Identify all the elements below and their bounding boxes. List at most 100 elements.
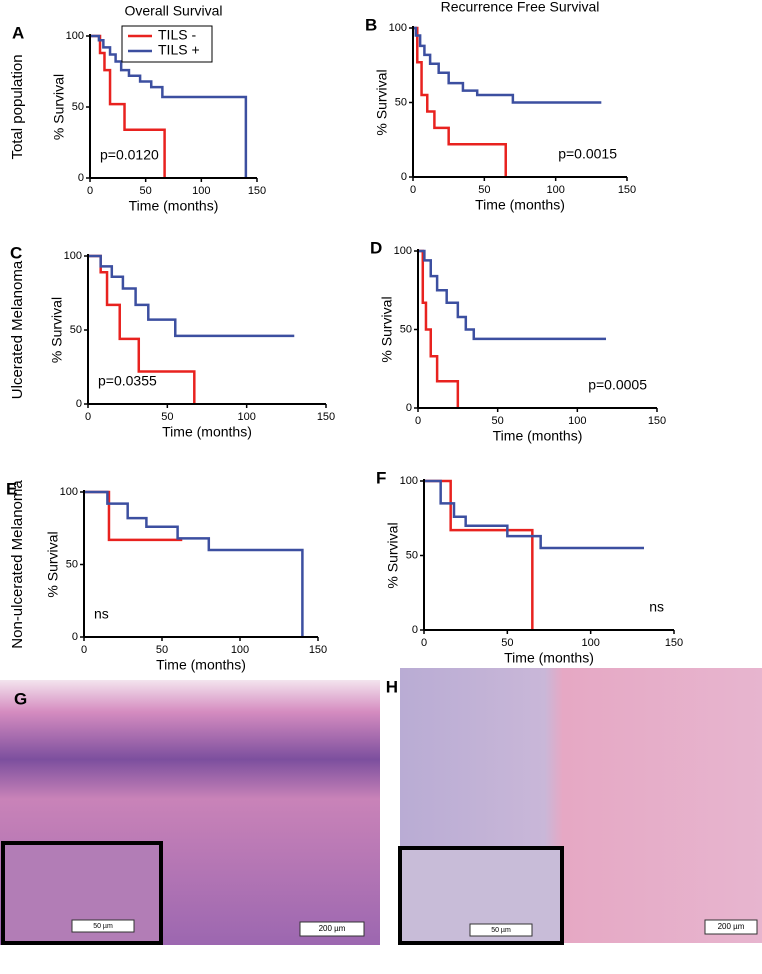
x-tick-label: 100	[546, 184, 564, 196]
y-tick-label: 100	[389, 22, 407, 34]
km-plot: 0 50 100 0 50 100 150 Time (months) % Survival Fn…	[376, 468, 683, 665]
survival-curve	[88, 254, 295, 338]
x-axis-label: Time (months)	[493, 428, 583, 444]
x-tick-label: 50	[161, 411, 173, 423]
legend-label: TILS -	[158, 27, 196, 43]
x-tick-label: 150	[618, 184, 636, 196]
annotation: p=0.0120	[100, 147, 159, 163]
survival-curve	[413, 26, 507, 177]
row-label: Total population	[9, 54, 26, 159]
inset-scale-label: 50 µm	[491, 927, 511, 934]
inset-scale-box-g	[71, 919, 135, 933]
km-plot: 0 50 100 0 50 100 150 Time (months) % Survival CU…	[9, 243, 335, 439]
x-tick-label: 0	[421, 637, 427, 649]
y-tick-label: 0	[401, 171, 407, 183]
annotation: p=0.0005	[588, 377, 647, 393]
survival-curve	[90, 34, 166, 178]
y-tick-label: 50	[66, 558, 78, 570]
x-tick-label: 150	[648, 415, 666, 427]
annotation: p=0.0015	[558, 146, 617, 162]
x-tick-label: 150	[665, 637, 683, 649]
inset-scale-label: 50 µm	[93, 923, 113, 930]
y-tick-label: 50	[395, 96, 407, 108]
panel-label: A	[12, 23, 24, 42]
y-tick-label: 100	[64, 250, 82, 262]
y-tick-label: 0	[76, 398, 82, 410]
x-tick-label: 100	[581, 637, 599, 649]
y-axis-label: % Survival	[385, 522, 401, 588]
inset-scale-box-h	[469, 923, 533, 937]
x-tick-label: 100	[568, 415, 586, 427]
survival-curve	[84, 490, 183, 542]
y-axis-label: % Survival	[379, 296, 395, 362]
panel-label: D	[370, 238, 382, 257]
x-tick-label: 50	[492, 415, 504, 427]
scale-label: 200 µm	[718, 922, 745, 931]
km-plot: 0 50 100 0 50 100 150 Time (months) % Survival Dp…	[370, 238, 666, 443]
chart-title: Overall Survival	[124, 3, 222, 19]
x-tick-label: 50	[478, 184, 490, 196]
y-tick-label: 0	[72, 631, 78, 643]
legend-label: TILS +	[158, 42, 200, 58]
y-tick-label: 0	[406, 402, 412, 414]
x-tick-label: 0	[410, 184, 416, 196]
panel-label: B	[365, 15, 377, 34]
panel-label: G	[14, 689, 27, 708]
x-axis-label: Time (months)	[162, 424, 252, 440]
survival-curve	[84, 490, 304, 637]
x-tick-label: 100	[237, 411, 255, 423]
x-tick-label: 50	[140, 185, 152, 197]
x-tick-label: 150	[317, 411, 335, 423]
km-plot: 0 50 100 0 50 100 150 Time (months) % Survival EN…	[6, 479, 327, 672]
annotation: p=0.0355	[98, 373, 157, 389]
y-axis-label: % Survival	[374, 69, 390, 135]
survival-curve	[413, 26, 602, 104]
row-label: Ulcerated Melanoma	[9, 260, 26, 399]
x-tick-label: 0	[87, 185, 93, 197]
x-tick-label: 100	[231, 644, 249, 656]
y-tick-label: 50	[406, 549, 418, 561]
legend-box	[121, 25, 213, 63]
x-tick-label: 0	[81, 644, 87, 656]
y-axis-label: % Survival	[45, 531, 61, 597]
x-tick-label: 0	[85, 411, 91, 423]
survival-curve	[90, 34, 248, 178]
y-tick-label: 50	[72, 101, 84, 113]
annotation: ns	[94, 606, 109, 622]
chart-title: Recurrence Free Survival	[441, 0, 600, 15]
survival-curve	[418, 249, 607, 341]
y-tick-label: 0	[412, 624, 418, 636]
km-plot: 0 50 100 0 50 100 150 Time (months) % Survival A O…	[9, 3, 266, 214]
y-tick-label: 0	[78, 172, 84, 184]
panel-label: H	[386, 677, 398, 696]
y-tick-label: 100	[394, 245, 412, 257]
survival-curve	[418, 249, 460, 408]
x-tick-label: 50	[156, 644, 168, 656]
row-label: Non-ulcerated Melanoma	[9, 480, 26, 649]
x-tick-label: 150	[309, 644, 327, 656]
y-tick-label: 50	[400, 323, 412, 335]
x-axis-label: Time (months)	[156, 657, 246, 673]
x-tick-label: 50	[501, 637, 513, 649]
panel-label: E	[6, 479, 17, 498]
x-tick-label: 100	[192, 185, 210, 197]
annotation: ns	[649, 599, 664, 615]
x-tick-label: 0	[415, 415, 421, 427]
x-axis-label: Time (months)	[475, 197, 565, 213]
y-axis-label: % Survival	[51, 74, 67, 140]
survival-curve	[424, 479, 644, 550]
y-axis-label: % Survival	[49, 297, 65, 363]
image-h: H 200 µm 50 µm	[386, 668, 762, 945]
scale-label: 200 µm	[319, 924, 346, 933]
x-axis-label: Time (months)	[504, 650, 594, 666]
scale-box-h	[704, 919, 758, 935]
y-tick-label: 100	[66, 30, 84, 42]
scale-box-g	[299, 921, 365, 937]
km-plot: 0 50 100 0 50 100 150 Time (months) % Survival B R…	[365, 0, 636, 213]
x-tick-label: 150	[248, 185, 266, 197]
y-tick-label: 50	[70, 324, 82, 336]
y-tick-label: 100	[60, 486, 78, 498]
y-tick-label: 100	[400, 475, 418, 487]
panel-label: C	[10, 243, 22, 262]
